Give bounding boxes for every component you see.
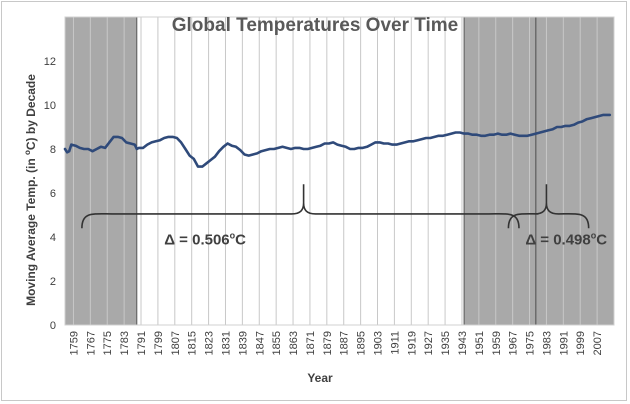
x-tick-label-2007: 2007: [592, 331, 604, 355]
y-axis-title-part1: Moving Average Temp. (in: [24, 155, 38, 306]
delta-bracket-2: [507, 184, 590, 229]
x-tick-label-1999: 1999: [575, 331, 587, 355]
degree-mark: o: [230, 231, 236, 241]
delta-value: Δ = 0.506: [164, 232, 229, 249]
chart-title: Global Temperatures Over Time: [172, 15, 459, 36]
y-tick-label-2: 2: [50, 276, 56, 288]
x-tick-label-1847: 1847: [254, 331, 266, 355]
x-tick-label-1823: 1823: [204, 331, 216, 355]
y-axis-title: Moving Average Temp. (in oC) by Decade: [23, 74, 38, 306]
unit-c: C: [596, 232, 607, 249]
shaded-period-3: [535, 16, 615, 326]
x-tick-label-1759: 1759: [68, 331, 80, 355]
x-tick-label-1903: 1903: [373, 331, 385, 355]
x-tick-label-1919: 1919: [406, 331, 418, 355]
y-axis-ticks: 0 2 4 6 8 10 12: [44, 56, 56, 332]
shaded-periods: [64, 16, 615, 326]
x-tick-label-1983: 1983: [541, 331, 553, 355]
x-tick-label-1855: 1855: [271, 331, 283, 355]
x-axis-title: Year: [307, 371, 333, 385]
y-tick-label-8: 8: [50, 144, 56, 156]
delta-bracket-1: [81, 184, 520, 229]
series-line-1: [63, 113, 612, 168]
x-tick-label-1783: 1783: [119, 331, 131, 355]
shaded-period-2: [463, 16, 537, 326]
y-tick-label-6: 6: [50, 188, 56, 200]
y-tick-label-12: 12: [44, 56, 56, 68]
y-tick-label-10: 10: [44, 100, 56, 112]
delta-value: Δ = 0.498: [525, 232, 590, 249]
x-tick-label-1791: 1791: [136, 331, 148, 355]
x-tick-label-1951: 1951: [474, 331, 486, 355]
y-axis-title-part2: C) by Decade: [24, 74, 38, 150]
x-tick-label-1831: 1831: [220, 331, 232, 355]
x-tick-label-1927: 1927: [423, 331, 435, 355]
x-tick-label-1839: 1839: [237, 331, 249, 355]
x-tick-label-1967: 1967: [508, 331, 520, 355]
x-tick-label-1935: 1935: [440, 331, 452, 355]
x-tick-label-1815: 1815: [187, 331, 199, 355]
unit-c: C: [235, 232, 246, 249]
x-tick-label-1991: 1991: [558, 331, 570, 355]
x-tick-label-1895: 1895: [356, 331, 368, 355]
x-tick-label-1863: 1863: [288, 331, 300, 355]
x-tick-label-1879: 1879: [322, 331, 334, 355]
x-tick-label-1807: 1807: [170, 331, 182, 355]
vertical-gridlines: [72, 17, 598, 325]
x-tick-label-1911: 1911: [389, 331, 401, 355]
y-tick-label-0: 0: [50, 320, 56, 332]
x-tick-label-1871: 1871: [305, 331, 317, 355]
degree-mark: o: [591, 231, 597, 241]
x-tick-label-1975: 1975: [525, 331, 537, 355]
x-tick-label-1943: 1943: [457, 331, 469, 355]
y-tick-label-4: 4: [50, 232, 56, 244]
shaded-period-1: [64, 16, 138, 326]
x-tick-label-1799: 1799: [153, 331, 165, 355]
x-tick-label-1775: 1775: [102, 331, 114, 355]
annotation-layer: Δ = 0.506oC Δ = 0.498oC: [81, 184, 607, 249]
x-tick-label-1959: 1959: [491, 331, 503, 355]
x-tick-label-1887: 1887: [339, 331, 351, 355]
delta-label-1: Δ = 0.506oC: [164, 231, 246, 249]
plot-area: [64, 16, 615, 326]
series-layer: [63, 113, 612, 168]
x-axis-ticks: 1759 1767 1775 1783 1791 1799 1807 1815 1823 1831…: [68, 331, 604, 355]
x-tick-label-1767: 1767: [85, 331, 97, 355]
y-axis-title-degree: o: [23, 150, 32, 155]
delta-label-2: Δ = 0.498oC: [525, 231, 607, 249]
